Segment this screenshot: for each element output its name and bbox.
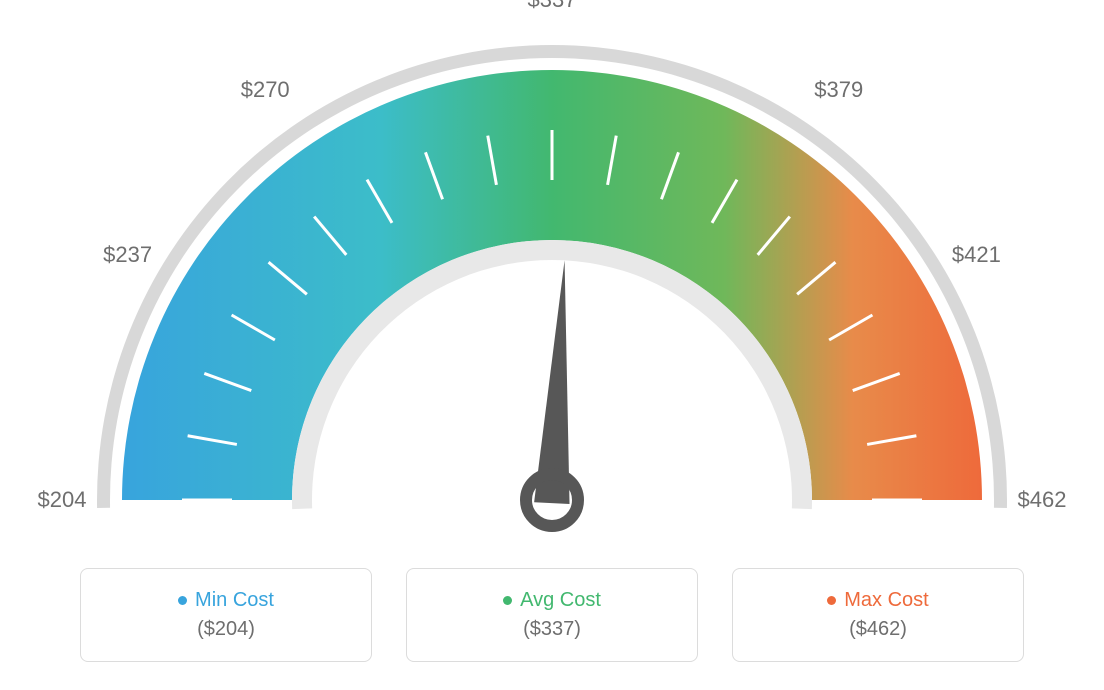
gauge-tick-label: $204 bbox=[38, 487, 87, 513]
legend-avg-dot bbox=[503, 596, 512, 605]
legend-avg-title: Avg Cost bbox=[503, 589, 601, 612]
gauge-area: $204 $237 $270 $337 $379 $421 $462 bbox=[0, 0, 1104, 560]
legend-min-title: Min Cost bbox=[178, 589, 274, 612]
gauge-tick-label: $462 bbox=[1018, 487, 1067, 513]
legend-max-label: Max Cost bbox=[844, 589, 928, 612]
legend-avg: Avg Cost ($337) bbox=[406, 568, 698, 662]
legend-max-dot bbox=[827, 596, 836, 605]
legend-max: Max Cost ($462) bbox=[732, 568, 1024, 662]
legend-min-dot bbox=[178, 596, 187, 605]
legend-min: Min Cost ($204) bbox=[80, 568, 372, 662]
gauge-tick-label: $337 bbox=[528, 0, 577, 13]
legend-max-title: Max Cost bbox=[827, 589, 928, 612]
gauge-tick-label: $270 bbox=[241, 77, 290, 103]
legend-avg-label: Avg Cost bbox=[520, 589, 601, 612]
gauge-tick-label: $379 bbox=[814, 77, 863, 103]
gauge-svg bbox=[0, 0, 1104, 560]
legend-min-label: Min Cost bbox=[195, 589, 274, 612]
legend-min-value: ($204) bbox=[197, 618, 255, 641]
legend-avg-value: ($337) bbox=[523, 618, 581, 641]
gauge-tick-label: $421 bbox=[952, 242, 1001, 268]
cost-gauge-chart: { "gauge": { "type": "gauge", "cx": 552,… bbox=[0, 0, 1104, 690]
legend-row: Min Cost ($204) Avg Cost ($337) Max Cost… bbox=[0, 568, 1104, 662]
legend-max-value: ($462) bbox=[849, 618, 907, 641]
gauge-tick-label: $237 bbox=[103, 242, 152, 268]
